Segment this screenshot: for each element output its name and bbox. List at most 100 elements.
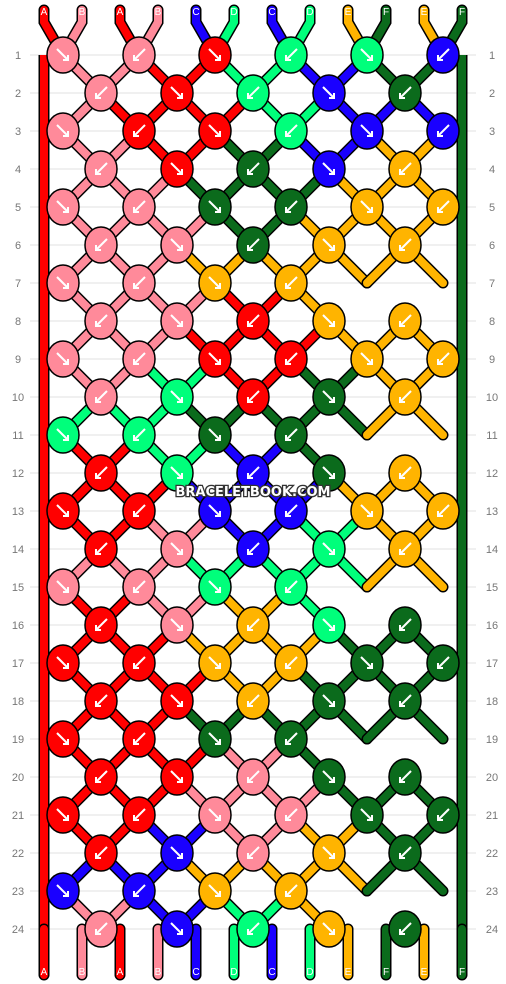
- knot-arrow-icon: [437, 808, 450, 821]
- knot-arrow-icon: [360, 48, 373, 61]
- knot: [46, 416, 80, 454]
- knot-arrow-head-icon: [399, 625, 405, 631]
- knot-arrow-icon: [399, 86, 412, 99]
- knot-arrow-head-icon: [95, 929, 101, 935]
- knot-arrow-icon: [399, 770, 412, 783]
- row-number-right: 19: [486, 734, 498, 746]
- knot-arrow-icon: [437, 656, 450, 669]
- knot: [160, 606, 194, 644]
- knot-arrow-icon: [208, 276, 221, 289]
- knot: [160, 226, 194, 264]
- row-number-left: 7: [15, 278, 21, 290]
- knot-arrow-head-icon: [63, 207, 69, 213]
- knot: [236, 150, 270, 188]
- knot-arrow-icon: [95, 466, 108, 479]
- knot-arrow-icon: [399, 466, 412, 479]
- knot: [160, 74, 194, 112]
- knot: [388, 530, 422, 568]
- knot-arrow-head-icon: [399, 169, 405, 175]
- knot-arrow-head-icon: [215, 663, 221, 669]
- knot-arrow-head-icon: [177, 625, 183, 631]
- knot: [122, 188, 156, 226]
- knot: [426, 112, 460, 150]
- knot-arrow-head-icon: [215, 739, 221, 745]
- knot: [388, 378, 422, 416]
- knot-arrow-head-icon: [215, 131, 221, 137]
- knot-arrow-head-icon: [63, 511, 69, 517]
- knot-arrow-icon: [208, 48, 221, 61]
- knot-arrow-head-icon: [63, 55, 69, 61]
- knot-arrow-icon: [95, 86, 108, 99]
- knot-arrow-icon: [247, 86, 260, 99]
- row-number-right: 23: [486, 886, 498, 898]
- knot-arrow-head-icon: [367, 207, 373, 213]
- knot-arrow-icon: [133, 884, 146, 897]
- knot-arrow-icon: [56, 732, 69, 745]
- knot-arrow-head-icon: [285, 131, 291, 137]
- knot: [84, 302, 118, 340]
- knot-arrow-icon: [133, 200, 146, 213]
- knot-arrow-icon: [56, 580, 69, 593]
- knot-arrow-icon: [56, 656, 69, 669]
- knot-arrow-icon: [208, 200, 221, 213]
- knot-arrow-head-icon: [215, 587, 221, 593]
- knot: [312, 682, 346, 720]
- knot: [122, 644, 156, 682]
- knot-arrow-icon: [208, 732, 221, 745]
- knot: [84, 226, 118, 264]
- knot-arrow-icon: [247, 390, 260, 403]
- knot-arrow-icon: [360, 352, 373, 365]
- row-number-left: 15: [12, 582, 24, 594]
- knot-arrow-icon: [285, 48, 298, 61]
- knot-arrow-head-icon: [95, 169, 101, 175]
- knot: [426, 644, 460, 682]
- knot: [122, 36, 156, 74]
- strand-label-top: E: [345, 7, 352, 18]
- strand-label-bottom: D: [230, 967, 237, 978]
- knot: [274, 340, 308, 378]
- knot-arrow-icon: [285, 732, 298, 745]
- knot-arrow-head-icon: [399, 473, 405, 479]
- knot-arrow-head-icon: [437, 55, 443, 61]
- knot-arrow-icon: [95, 542, 108, 555]
- row-number-right: 17: [486, 658, 498, 670]
- knot-arrow-head-icon: [177, 473, 183, 479]
- strand-label-bottom: B: [79, 967, 86, 978]
- knot-arrow-icon: [56, 504, 69, 517]
- knot-arrow-icon: [56, 48, 69, 61]
- row-number-left: 22: [12, 848, 24, 860]
- knot-arrow-head-icon: [367, 663, 373, 669]
- knot-arrow-head-icon: [247, 929, 253, 935]
- knot-arrow-head-icon: [177, 549, 183, 555]
- knot-arrow-icon: [360, 124, 373, 137]
- knot-arrow-head-icon: [133, 55, 139, 61]
- row-number-left: 2: [15, 88, 21, 100]
- knot: [388, 302, 422, 340]
- strand-label-bottom: B: [155, 967, 162, 978]
- knot: [388, 150, 422, 188]
- knot: [236, 606, 270, 644]
- knot: [84, 834, 118, 872]
- knot: [312, 606, 346, 644]
- knot-arrow-icon: [133, 580, 146, 593]
- row-number-right: 2: [489, 88, 495, 100]
- row-number-right: 14: [486, 544, 498, 556]
- knot: [122, 872, 156, 910]
- knot: [46, 796, 80, 834]
- knot: [46, 36, 80, 74]
- knot-arrow-head-icon: [133, 435, 139, 441]
- knot-arrow-icon: [247, 466, 260, 479]
- knot-arrow-head-icon: [63, 891, 69, 897]
- knot: [236, 682, 270, 720]
- knot-arrow-head-icon: [133, 131, 139, 137]
- knot-arrow-head-icon: [63, 359, 69, 365]
- knot-arrow-icon: [437, 124, 450, 137]
- knot-arrow-head-icon: [215, 207, 221, 213]
- knot-arrow-head-icon: [329, 929, 335, 935]
- row-number-right: 12: [486, 468, 498, 480]
- row-number-left: 11: [12, 430, 23, 442]
- knot-arrow-icon: [285, 504, 298, 517]
- knot: [46, 264, 80, 302]
- knot-arrow-head-icon: [285, 815, 291, 821]
- knot-arrow-icon: [208, 428, 221, 441]
